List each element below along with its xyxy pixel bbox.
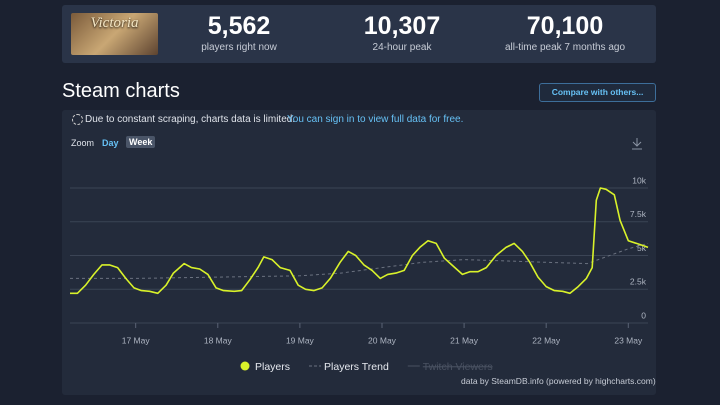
footer-credit: data by SteamDB.info (powered by highcha… [461, 376, 656, 386]
x-tick-label: 20 May [368, 335, 397, 345]
stat-value: 10,307 [363, 12, 441, 40]
x-tick-label: 17 May [122, 335, 151, 345]
game-image[interactable]: Victoria [71, 13, 158, 55]
legend-label: Players Trend [324, 361, 389, 373]
stat-label: all-time peak 7 months ago [504, 42, 626, 53]
zoom-day[interactable]: Day [102, 138, 119, 148]
x-tick-label: 22 May [532, 335, 561, 345]
stat-value: 5,562 [207, 12, 271, 40]
legend-label: Players [255, 361, 290, 373]
y-tick-label: 0 [641, 310, 646, 320]
chart-panel [62, 110, 656, 395]
stat-label: 24-hour peak [372, 42, 432, 53]
game-logo: Victoria [90, 15, 139, 31]
notice-link[interactable]: You can sign in to view full data for fr… [287, 114, 464, 125]
notice-text: Due to constant scraping, charts data is… [85, 114, 296, 125]
y-tick-label: 2.5k [630, 277, 647, 287]
x-tick-label: 18 May [204, 335, 233, 345]
series-line [70, 242, 649, 279]
section-title: Steam charts [62, 80, 180, 102]
notice-icon [72, 114, 83, 125]
y-tick-label: 7.5k [630, 209, 647, 219]
compare-button[interactable]: Compare with others... [539, 83, 656, 102]
stat-value: 70,100 [526, 12, 604, 40]
zoom-label: Zoom [71, 138, 95, 148]
x-tick-label: 23 May [614, 335, 643, 345]
legend-symbol [240, 361, 250, 371]
y-tick-label: 5k [637, 243, 647, 253]
legend-label: Twitch Viewers [423, 361, 493, 373]
zoom-week[interactable]: Week [126, 136, 156, 148]
stat-label: players right now [201, 42, 277, 53]
x-tick-label: 21 May [450, 335, 479, 345]
series-line [70, 187, 649, 295]
download-icon[interactable] [632, 138, 642, 150]
stats-panel [62, 5, 656, 63]
y-tick-label: 10k [632, 175, 646, 185]
x-tick-label: 19 May [286, 335, 315, 345]
